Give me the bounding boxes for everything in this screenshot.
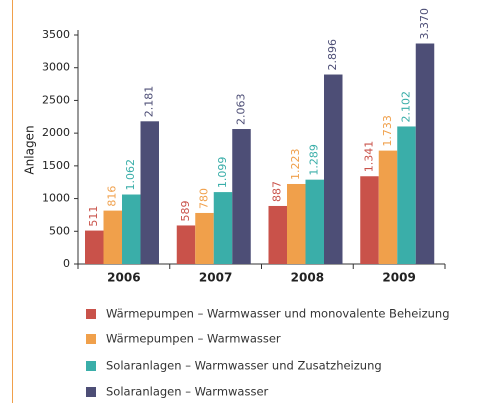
value-label: 780 bbox=[198, 188, 211, 209]
y-tick-label: 3000 bbox=[42, 61, 70, 74]
value-label: 589 bbox=[179, 200, 192, 221]
value-label: 1.099 bbox=[216, 157, 229, 189]
y-axis-label: Anlagen bbox=[23, 125, 37, 174]
bar bbox=[360, 176, 379, 264]
bar bbox=[232, 129, 251, 264]
bar bbox=[305, 179, 324, 264]
x-tick-label: 2006 bbox=[107, 271, 140, 285]
bar bbox=[140, 121, 159, 264]
y-tick-label: 0 bbox=[63, 257, 70, 270]
bar bbox=[122, 194, 141, 264]
legend-label: Wärmepumpen – Warmwasser bbox=[106, 332, 281, 346]
legend-label: Solaranlagen – Warmwasser bbox=[106, 385, 269, 399]
legend-label: Solaranlagen – Warmwasser und Zusatzheiz… bbox=[106, 359, 382, 373]
legend-swatch bbox=[86, 309, 96, 319]
y-tick-label: 2000 bbox=[42, 126, 70, 139]
bar bbox=[195, 212, 214, 264]
y-tick-label: 2500 bbox=[42, 93, 70, 106]
value-label: 3.370 bbox=[418, 8, 431, 40]
value-label: 1.062 bbox=[124, 159, 137, 191]
value-label: 2.102 bbox=[400, 91, 413, 123]
bar bbox=[268, 205, 287, 264]
value-label: 511 bbox=[87, 206, 100, 227]
bar bbox=[103, 210, 122, 264]
value-label: 2.063 bbox=[235, 94, 248, 126]
x-tick-label: 2008 bbox=[291, 271, 324, 285]
bar bbox=[378, 150, 398, 264]
bar bbox=[415, 43, 435, 265]
y-tick-label: 1000 bbox=[42, 192, 70, 205]
value-label: 2.181 bbox=[143, 86, 156, 118]
value-label: 1.341 bbox=[363, 141, 376, 173]
legend-swatch bbox=[86, 334, 96, 344]
value-label: 1.223 bbox=[289, 148, 302, 180]
x-tick-label: 2009 bbox=[382, 271, 415, 285]
bar bbox=[324, 74, 343, 264]
bar bbox=[287, 183, 306, 264]
value-label: 816 bbox=[106, 186, 119, 207]
value-label: 2.896 bbox=[326, 39, 339, 71]
legend-label: Wärmepumpen – Warmwasser und monovalente… bbox=[106, 307, 450, 321]
bar bbox=[213, 192, 233, 264]
bar bbox=[176, 225, 196, 264]
value-label: 887 bbox=[271, 181, 284, 202]
bar bbox=[85, 230, 104, 264]
value-label: 1.289 bbox=[308, 144, 321, 176]
legend-swatch bbox=[86, 361, 96, 371]
value-label: 1.733 bbox=[381, 115, 394, 147]
x-tick-label: 2007 bbox=[199, 271, 232, 285]
y-tick-label: 500 bbox=[49, 224, 70, 237]
legend-swatch bbox=[86, 387, 96, 397]
bar bbox=[397, 126, 416, 264]
y-tick-label: 3500 bbox=[42, 28, 70, 41]
y-tick-label: 1500 bbox=[42, 159, 70, 172]
